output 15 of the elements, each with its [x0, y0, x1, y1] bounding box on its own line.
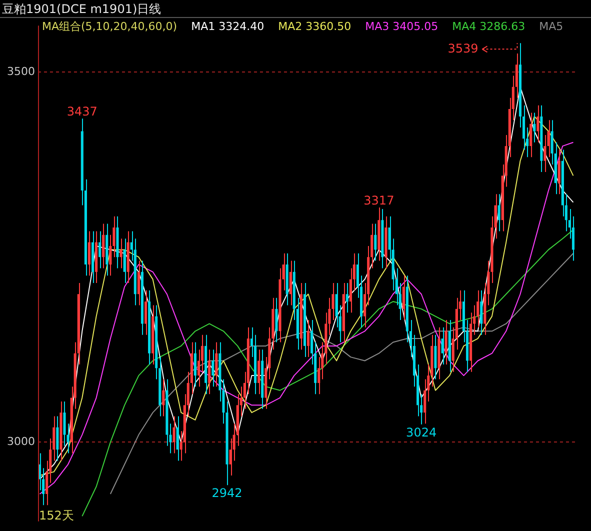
text: MA2 3360.50 — [278, 20, 352, 33]
annotation: 2942 — [212, 486, 242, 500]
text: MA4 3286.63 — [452, 20, 526, 33]
annotation: 3317 — [364, 194, 394, 208]
legend-title: MA组合(5,10,20,40,60,0) — [42, 20, 178, 33]
y-tick-label: 3500 — [7, 64, 35, 78]
annotation: 3024 — [406, 426, 437, 440]
text: MA1 3324.40 — [191, 20, 264, 33]
annotation: 3539 — [448, 41, 478, 56]
text: MA5 — [539, 20, 564, 33]
y-tick-label: 3000 — [7, 435, 35, 448]
annotation: 152天 — [39, 508, 74, 522]
annotation: 3437 — [66, 104, 98, 119]
chart-title: 豆粕1901(DCE m1901)日线 — [0, 0, 591, 18]
text: MA3 3405.05 — [365, 20, 438, 33]
